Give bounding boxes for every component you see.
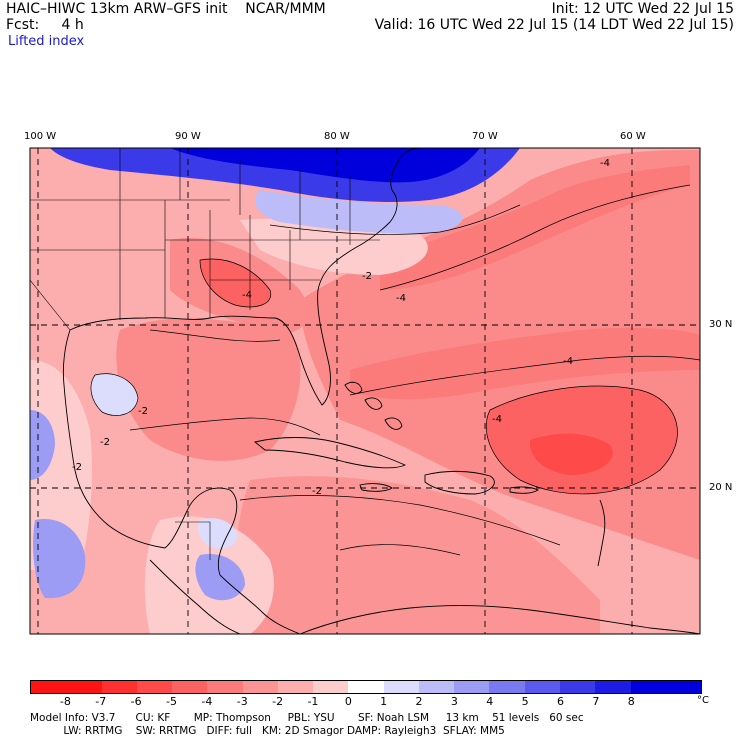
field-stable-central-america <box>195 554 245 601</box>
colorbar <box>30 680 702 694</box>
colorbar-segment <box>595 681 631 693</box>
lon-label-60w: 60 W <box>620 131 646 142</box>
state-borders <box>30 148 380 560</box>
colorbar-tick-label: -1 <box>307 695 319 708</box>
field-pale-carolinas <box>240 218 428 275</box>
colorbar-tick-label: 7 <box>592 695 600 708</box>
field-zone-gulf <box>116 318 301 461</box>
contour-label: -4 <box>396 293 406 304</box>
field-pale-mexico <box>30 360 92 570</box>
field-stable-midatlantic <box>255 190 463 234</box>
colorbar-segment <box>665 681 702 693</box>
colorbar-tick-label: 1 <box>380 695 388 708</box>
contour-label: -2 <box>100 437 110 448</box>
colorbar-tick-label: 8 <box>627 695 635 708</box>
lon-label-90w: 90 W <box>175 131 201 142</box>
contour-label: -4 <box>600 158 610 169</box>
colorbar-segment <box>207 681 243 693</box>
contour-label: -2 <box>72 462 82 473</box>
model-info-line-2: LW: RRTMG SW: RRTMG DIFF: full KM: 2D Sm… <box>30 725 505 737</box>
colorbar-tick-label: 3 <box>450 695 458 708</box>
lat-lon-grid <box>30 148 700 634</box>
colorbar-tick-label: -5 <box>165 695 177 708</box>
field-zone-caribbean <box>234 476 600 634</box>
colorbar-tick-label: 0 <box>344 695 352 708</box>
colorbar-segment <box>348 681 384 693</box>
colorbar-segment <box>383 681 419 693</box>
colorbar-tick-label: -8 <box>59 695 71 708</box>
colorbar-tick-label: 2 <box>415 695 423 708</box>
contours <box>90 184 700 556</box>
contour-label: -2 <box>312 486 322 497</box>
colorbar-segment <box>242 681 278 693</box>
colorbar-tick-label: -3 <box>236 695 248 708</box>
field-core-northeast-atlantic <box>380 165 690 290</box>
colorbar-segment <box>31 681 67 693</box>
colorbar-segment <box>277 681 314 693</box>
contour-label: -2 <box>362 271 372 282</box>
lon-label-70w: 70 W <box>472 131 498 142</box>
field-stable-gulf-coast <box>90 373 138 416</box>
colorbar-segment <box>66 681 102 693</box>
model-title: HAIC–HIWC 13km ARW–GFS init NCAR/MMM <box>6 1 326 17</box>
field-core-atlantic-inner <box>529 433 613 475</box>
colorbar-segment <box>630 681 666 693</box>
colorbar-segment <box>418 681 455 693</box>
colorbar-segment <box>172 681 208 693</box>
colorbar-segment <box>524 681 560 693</box>
forecast-hour: Fcst: 4 h <box>6 17 84 33</box>
colorbar-tick-label: -2 <box>272 695 284 708</box>
field-core-central-atlantic <box>350 327 700 400</box>
field-stable-yucatan <box>198 518 238 549</box>
colorbar-tick-label: -7 <box>95 695 107 708</box>
colorbar-segment <box>313 681 349 693</box>
colorbar-tick-label: -6 <box>130 695 142 708</box>
field-stable-northeast-core <box>170 148 480 183</box>
contour-label: -4 <box>563 356 573 367</box>
lat-label-20n: 20 N <box>709 482 733 493</box>
colorbar-segment <box>489 681 525 693</box>
colorbar-tick-label: 4 <box>486 695 494 708</box>
colorbar-segment <box>559 681 596 693</box>
map-frame <box>29 147 701 635</box>
colorbar-labels: -8 -7 -6 -5 -4 -3 -2 -1 0 1 2 3 4 5 6 7 8 <box>0 696 740 710</box>
contour-label: -4 <box>242 290 252 301</box>
field-stable-west-mexico-2 <box>33 519 86 599</box>
valid-time: Valid: 16 UTC Wed 22 Jul 15 (14 LDT Wed … <box>374 17 734 33</box>
lon-label-100w: 100 W <box>24 131 57 142</box>
colorbar-segment <box>136 681 173 693</box>
colorbar-tick-label: 6 <box>557 695 565 708</box>
lat-label-30n: 30 N <box>709 319 733 330</box>
contour-label: -4 <box>492 414 502 425</box>
colorbar-tick-label: 5 <box>521 695 529 708</box>
field-stable-west-mexico <box>30 410 55 480</box>
lon-label-80w: 80 W <box>324 131 350 142</box>
init-time: Init: 12 UTC Wed 22 Jul 15 <box>551 1 734 17</box>
coastlines <box>62 148 700 634</box>
field-name: Lifted index <box>8 34 85 49</box>
colorbar-segment <box>454 681 490 693</box>
colorbar-tick-label: -4 <box>201 695 213 708</box>
map-field <box>30 148 700 634</box>
contour-label: -2 <box>138 406 148 417</box>
colorbar-unit: °C <box>697 695 709 706</box>
model-info-line-1: Model Info: V3.7 CU: KF MP: Thompson PBL… <box>30 712 584 724</box>
colorbar-segment <box>101 681 137 693</box>
